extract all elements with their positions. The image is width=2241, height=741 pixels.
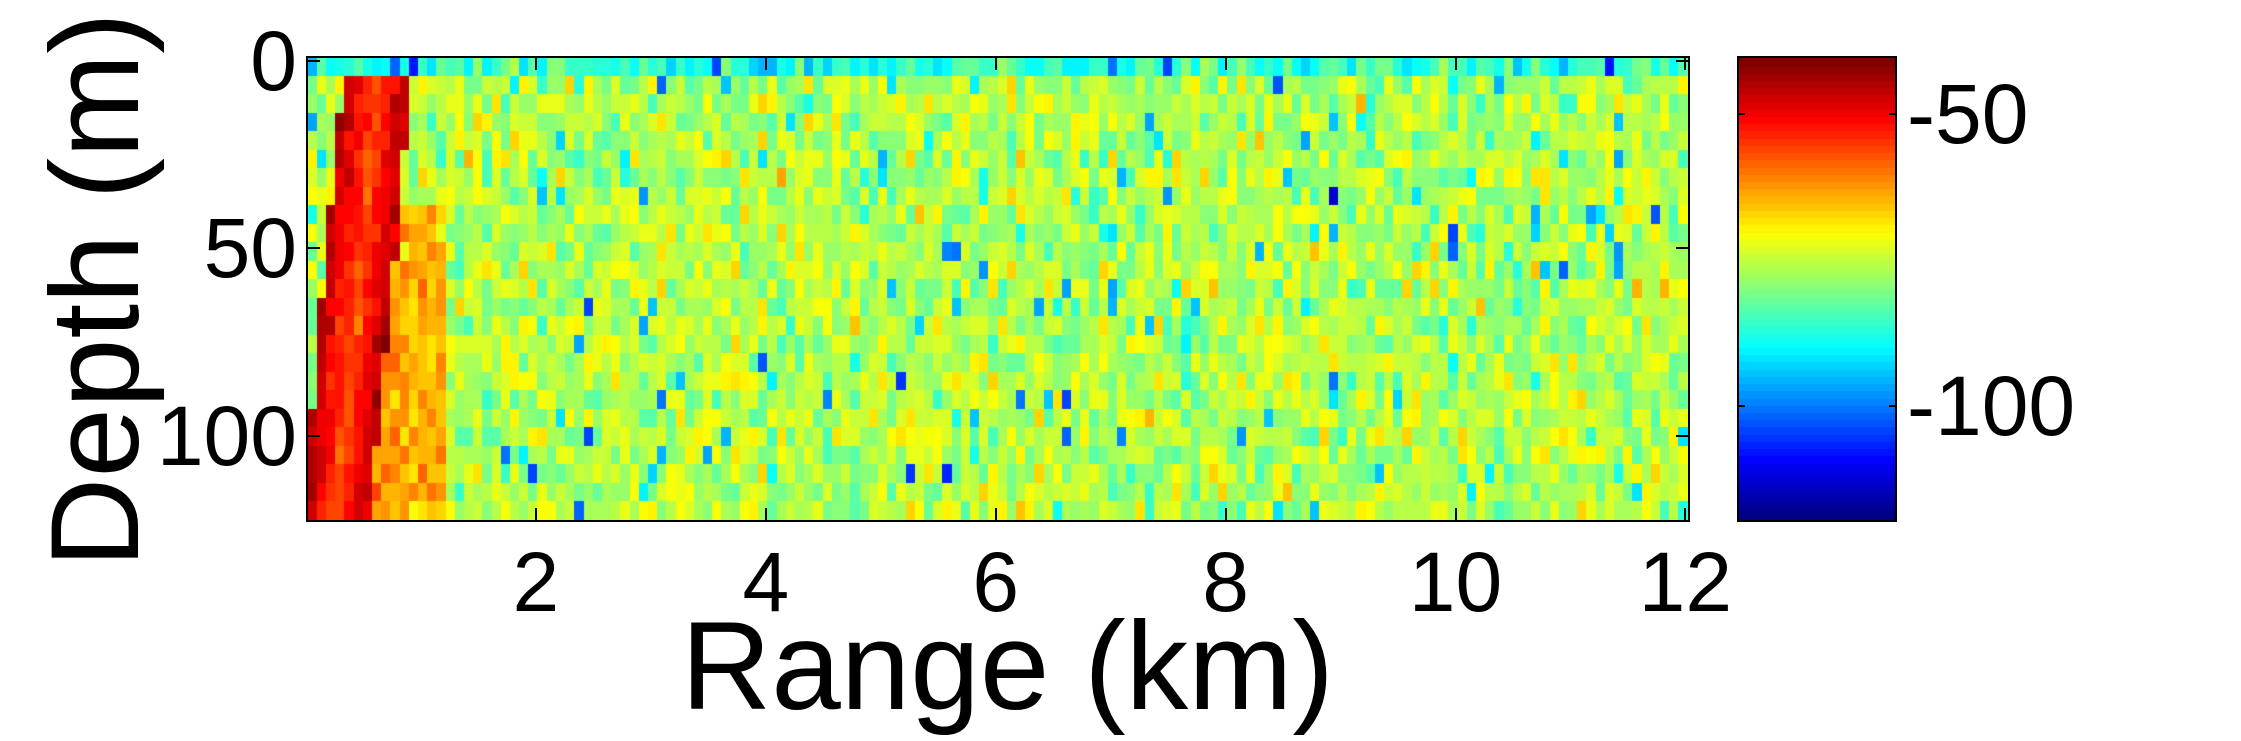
colorbar-tick-mark <box>1889 113 1897 116</box>
x-tick-mark <box>1224 56 1227 70</box>
y-tick-label: 50 <box>203 201 297 296</box>
x-tick-mark <box>1684 508 1687 522</box>
x-tick-mark <box>994 56 997 70</box>
y-axis-label: Depth (m) <box>26 12 165 568</box>
y-axis-label-text: Depth (m) <box>26 12 165 568</box>
colorbar-tick-label: -50 <box>1907 67 2029 162</box>
x-tick-mark <box>1684 56 1687 70</box>
colorbar-tick-mark <box>1737 404 1745 407</box>
heatmap-plot-area <box>306 56 1690 522</box>
x-tick-mark <box>764 508 767 522</box>
x-tick-label: 12 <box>1638 535 1733 629</box>
y-tick-label: 0 <box>250 13 297 108</box>
x-tick-mark <box>1454 508 1457 522</box>
y-tick-mark <box>1676 247 1690 250</box>
heatmap-image <box>308 58 1688 520</box>
colorbar-gradient <box>1739 58 1895 520</box>
x-tick-label: 8 <box>1202 535 1249 629</box>
x-tick-label: 2 <box>512 535 560 629</box>
colorbar-tick-label: -100 <box>1907 358 2076 453</box>
x-tick-label: 6 <box>972 535 1020 629</box>
x-tick-mark <box>764 56 767 70</box>
y-tick-mark <box>306 434 320 437</box>
y-tick-mark <box>1676 59 1690 62</box>
x-tick-label: 4 <box>742 535 790 629</box>
y-tick-mark <box>306 247 320 250</box>
x-tick-mark <box>994 508 997 522</box>
x-tick-mark <box>534 56 537 70</box>
x-tick-label: 10 <box>1408 535 1503 629</box>
x-axis-label: Range (km) <box>681 597 1334 736</box>
x-tick-mark <box>1224 508 1227 522</box>
x-tick-mark <box>534 508 537 522</box>
y-tick-label: 100 <box>156 388 297 483</box>
colorbar-tick-mark <box>1737 113 1745 116</box>
x-tick-mark <box>1454 56 1457 70</box>
y-tick-mark <box>1676 434 1690 437</box>
colorbar <box>1737 56 1897 522</box>
colorbar-tick-mark <box>1889 404 1897 407</box>
y-tick-mark <box>306 59 320 62</box>
